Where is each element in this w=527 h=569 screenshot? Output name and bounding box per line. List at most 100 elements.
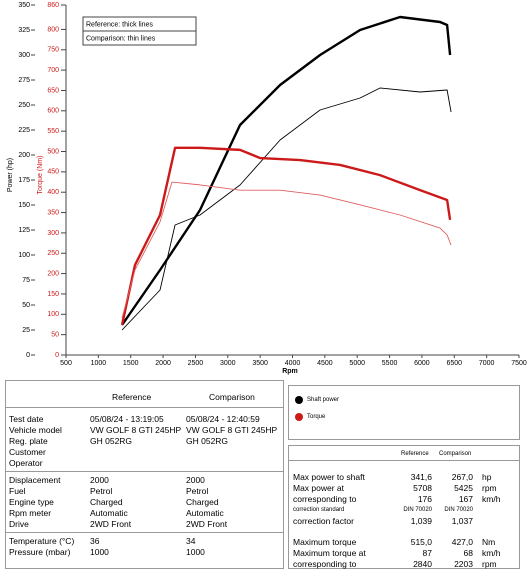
cell: 267,0 <box>451 472 473 482</box>
cell: GH 052RG <box>90 436 133 446</box>
divider <box>6 407 283 408</box>
cell: 2WD Front <box>186 519 228 529</box>
y2-tick-label: 750 <box>47 47 59 54</box>
cell: Petrol <box>186 486 209 496</box>
y-tick-label: 100 <box>18 252 30 259</box>
y-tick-label: 225 <box>18 127 30 134</box>
y2-tick-label: 400 <box>47 189 59 196</box>
cell: Petrol <box>90 486 113 496</box>
cell: Charged <box>186 497 219 507</box>
column-header: Comparison <box>209 392 255 402</box>
cell: DIN 70020 <box>403 507 432 513</box>
x-tick-label: 6000 <box>414 360 430 367</box>
column-header: Reference <box>112 392 152 402</box>
cell: 176 <box>417 494 432 504</box>
y-tick-label: 150 <box>18 202 30 209</box>
unit: Nm <box>482 537 496 547</box>
x-tick-label: 5500 <box>382 360 398 367</box>
row-label: Operator <box>9 458 43 468</box>
y2-tick-label: 250 <box>47 250 59 257</box>
x-tick-label: 1000 <box>91 360 107 367</box>
legend-label: Shaft power <box>307 397 340 403</box>
row-label: Test date <box>9 414 44 424</box>
cell: 05/08/24 - 13:19:05 <box>90 414 164 424</box>
cell: DIN 70020 <box>444 507 473 513</box>
cell: Charged <box>90 497 123 507</box>
cell: 36 <box>90 536 100 546</box>
x-tick-label: 7500 <box>511 360 527 367</box>
unit: km/h <box>482 494 501 504</box>
unit: rpm <box>482 559 497 569</box>
x-tick-label: 7000 <box>479 360 495 367</box>
y2-tick-label: 550 <box>47 128 59 135</box>
cell: Automatic <box>90 508 128 518</box>
cell: 34 <box>186 536 196 546</box>
y2-tick-label: 860 <box>47 2 59 9</box>
row-label: Pressure (mbar) <box>9 547 71 557</box>
row-label: corresponding to <box>293 559 357 569</box>
chart: Power (hp) Torque (Nm) Rpm Reference: th… <box>7 2 527 375</box>
y2-tick-label: 0 <box>55 352 59 359</box>
y-tick-label: 300 <box>18 52 30 59</box>
series-line <box>121 87 452 331</box>
legend-marker <box>295 396 303 404</box>
row-label: Drive <box>9 519 29 529</box>
y-tick-label: 350 <box>18 2 30 9</box>
unit: hp <box>482 472 492 482</box>
x-tick-label: 2000 <box>155 360 171 367</box>
cell: 2203 <box>454 559 473 569</box>
cell: 2840 <box>413 559 432 569</box>
cell: 5708 <box>413 483 432 493</box>
y2-tick-label: 500 <box>47 148 59 155</box>
row-label: Maximum torque <box>293 537 357 547</box>
details-table: Reference Comparison Test date 05/08/24 - 1… <box>5 380 284 569</box>
row-label: Maximum torque at <box>293 548 366 558</box>
y2-tick-label: 150 <box>47 291 59 298</box>
divider <box>289 460 519 461</box>
y2-tick-label: 300 <box>47 230 59 237</box>
y2-tick-label: 450 <box>47 169 59 176</box>
y2-tick-label: 650 <box>47 87 59 94</box>
y-tick-label: 50 <box>22 302 30 309</box>
y-axis-title: Power (hp) <box>7 158 14 192</box>
results-table: Reference Comparison Max power to shaft 341… <box>288 445 520 569</box>
y-tick-label: 325 <box>18 27 30 34</box>
row-label: Rpm meter <box>9 508 52 518</box>
unit: rpm <box>482 483 497 493</box>
cell: 2WD Front <box>90 519 132 529</box>
row-label: Engine type <box>9 497 54 507</box>
annotation: Comparison: thin lines <box>86 35 156 42</box>
row-label: Temperature (°C) <box>9 536 75 546</box>
row-label: Fuel <box>9 486 26 496</box>
series-line <box>121 15 452 326</box>
cell: 1,039 <box>410 516 432 526</box>
series-line <box>121 181 452 319</box>
y-tick-label: 75 <box>22 277 30 284</box>
cell: 05/08/24 - 12:40:59 <box>186 414 260 424</box>
cell: 515,0 <box>410 537 432 547</box>
cell: VW GOLF 8 GTI 245HP <box>90 425 182 435</box>
x-tick-label: 3000 <box>220 360 236 367</box>
y-tick-label: 200 <box>18 152 30 159</box>
annotation: Reference: thick lines <box>86 21 153 28</box>
legend-label: Torque <box>307 414 326 420</box>
cell: 167 <box>458 494 473 504</box>
x-tick-label: 2500 <box>188 360 204 367</box>
x-tick-label: 4000 <box>285 360 301 367</box>
y-tick-label: 250 <box>18 102 30 109</box>
cell: 68 <box>463 548 473 558</box>
cell: 5425 <box>454 483 473 493</box>
divider <box>6 471 283 472</box>
row-label: correction factor <box>293 516 354 526</box>
x-tick-label: 5000 <box>349 360 365 367</box>
cell: 427,0 <box>451 537 473 547</box>
x-tick-label: 6500 <box>446 360 462 367</box>
cell: GH 052RG <box>186 436 229 446</box>
y2-axis-title: Torque (Nm) <box>37 156 44 195</box>
y-tick-label: 125 <box>18 227 30 234</box>
cell: 2000 <box>186 475 205 485</box>
row-label: Displacement <box>9 475 61 485</box>
y2-tick-label: 200 <box>47 270 59 277</box>
x-tick-label: 1500 <box>123 360 139 367</box>
x-tick-label: 500 <box>60 360 72 367</box>
